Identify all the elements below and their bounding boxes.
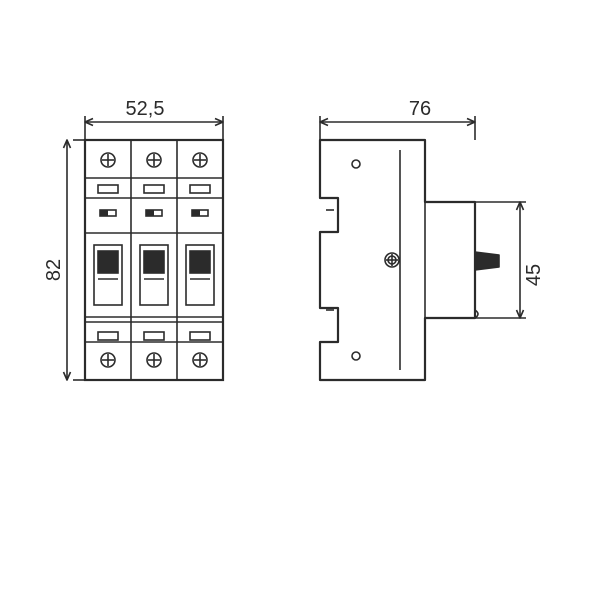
svg-text:82: 82: [43, 259, 65, 281]
svg-text:52,5: 52,5: [126, 98, 165, 120]
technical-drawing: 52,5 82 76 45: [0, 0, 600, 600]
svg-text:45: 45: [523, 264, 545, 286]
front-view: 52,5 82: [43, 98, 223, 380]
side-view: 76 45: [320, 98, 545, 380]
svg-text:76: 76: [409, 98, 431, 120]
